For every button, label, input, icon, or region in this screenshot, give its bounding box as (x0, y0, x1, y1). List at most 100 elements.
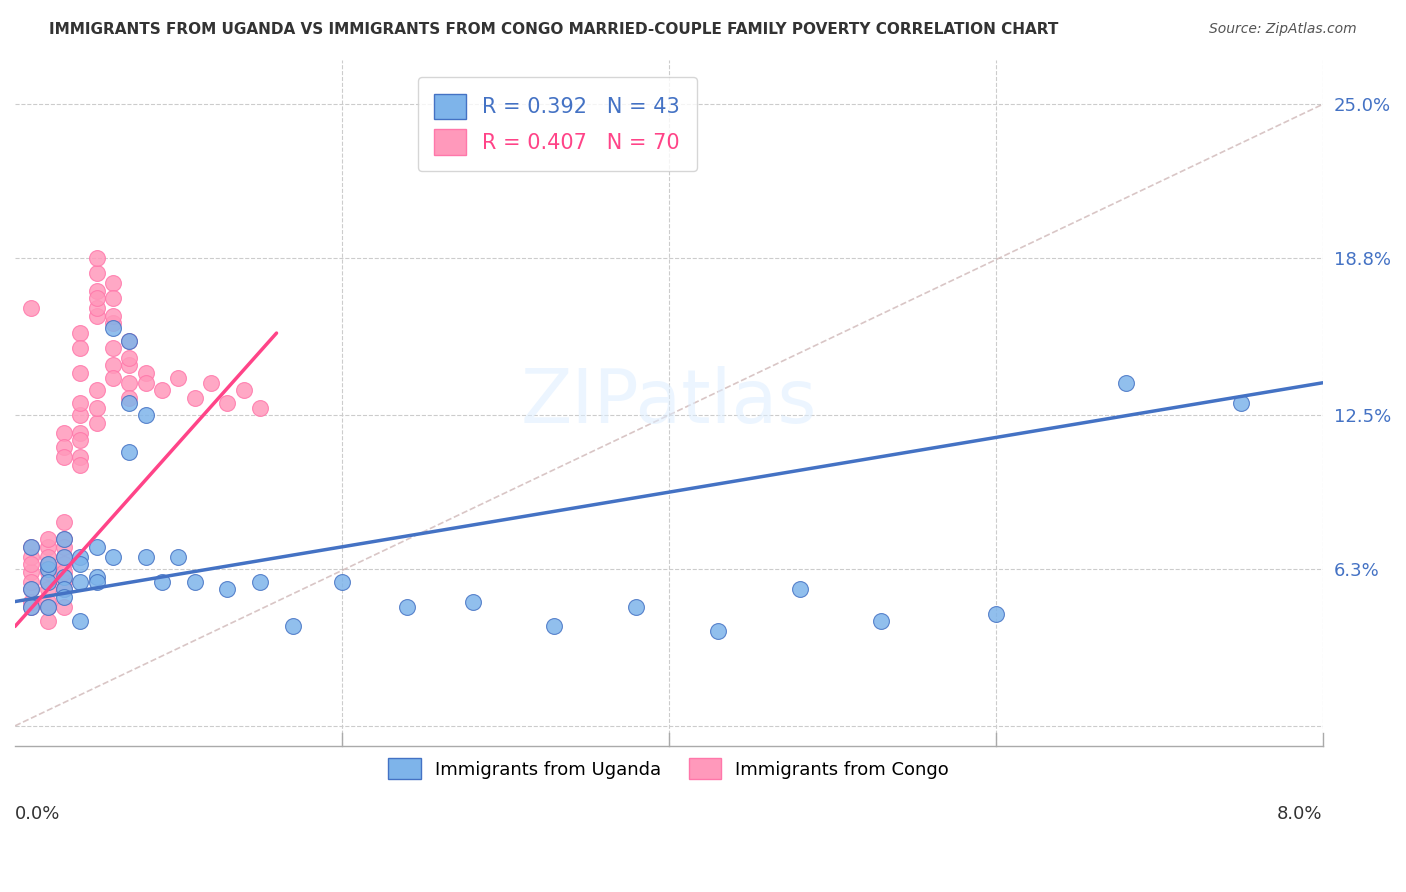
Point (217, 582, 239, 596)
Point (330, 574, 353, 589)
Point (69, 408, 91, 422)
Point (69, 425, 91, 440)
Point (118, 395, 141, 409)
Point (86, 383, 108, 397)
Point (86, 416, 108, 430)
Point (118, 376, 141, 390)
Point (20, 599, 42, 614)
Point (101, 291, 124, 305)
Point (53, 570, 76, 584)
Point (86, 570, 108, 584)
Point (20, 582, 42, 596)
Point (396, 599, 419, 614)
Point (69, 341, 91, 355)
Point (135, 408, 157, 422)
Point (53, 540, 76, 554)
Point (135, 366, 157, 380)
Point (184, 574, 207, 589)
Point (86, 309, 108, 323)
Point (101, 341, 124, 355)
Point (53, 565, 76, 579)
Point (86, 301, 108, 316)
Point (37, 582, 59, 596)
Point (118, 334, 141, 348)
Point (101, 277, 124, 291)
Point (101, 309, 124, 323)
Point (53, 425, 76, 440)
Point (86, 540, 108, 554)
Point (53, 533, 76, 547)
Point (69, 450, 91, 465)
Point (543, 619, 565, 633)
Point (200, 376, 222, 390)
Text: ZIPatlas: ZIPatlas (520, 367, 817, 439)
Point (461, 594, 484, 608)
Point (20, 549, 42, 564)
Point (37, 565, 59, 579)
Point (37, 558, 59, 572)
Point (281, 619, 304, 633)
Point (984, 607, 1007, 621)
Point (53, 441, 76, 455)
Point (37, 562, 59, 576)
Point (37, 599, 59, 614)
Point (20, 565, 42, 579)
Point (37, 594, 59, 608)
Point (101, 549, 124, 564)
Point (53, 582, 76, 596)
Text: Source: ZipAtlas.com: Source: ZipAtlas.com (1209, 22, 1357, 37)
Point (86, 574, 108, 589)
Point (20, 582, 42, 596)
Point (69, 549, 91, 564)
Point (624, 599, 647, 614)
Point (86, 401, 108, 415)
Point (20, 599, 42, 614)
Point (150, 383, 173, 397)
Point (53, 590, 76, 604)
Point (37, 540, 59, 554)
Point (707, 624, 730, 639)
Point (69, 433, 91, 447)
Point (69, 458, 91, 472)
Point (118, 334, 141, 348)
Point (118, 359, 141, 373)
Point (232, 383, 254, 397)
Point (37, 574, 59, 589)
Point (86, 252, 108, 266)
Point (53, 599, 76, 614)
Text: 0.0%: 0.0% (15, 805, 60, 823)
Point (69, 558, 91, 572)
Point (53, 582, 76, 596)
Point (69, 574, 91, 589)
Point (20, 540, 42, 554)
Point (53, 549, 76, 564)
Point (69, 366, 91, 380)
Point (118, 391, 141, 405)
Point (20, 574, 42, 589)
Point (53, 515, 76, 529)
Point (37, 558, 59, 572)
Point (53, 558, 76, 572)
Point (118, 351, 141, 365)
Point (1115, 376, 1137, 390)
Point (150, 574, 173, 589)
Point (249, 574, 271, 589)
Point (101, 359, 124, 373)
Point (69, 326, 91, 340)
Point (53, 549, 76, 564)
Text: 8.0%: 8.0% (1277, 805, 1323, 823)
Point (86, 284, 108, 298)
Point (789, 582, 811, 596)
Point (135, 549, 157, 564)
Point (1230, 395, 1253, 409)
Point (167, 371, 190, 385)
Legend: R = 0.392   N = 43, R = 0.407   N = 70: R = 0.392 N = 43, R = 0.407 N = 70 (418, 77, 697, 171)
Point (20, 558, 42, 572)
Point (249, 401, 271, 415)
Point (20, 540, 42, 554)
Point (135, 376, 157, 390)
Point (53, 533, 76, 547)
Point (37, 549, 59, 564)
Point (217, 395, 239, 409)
Point (20, 594, 42, 608)
